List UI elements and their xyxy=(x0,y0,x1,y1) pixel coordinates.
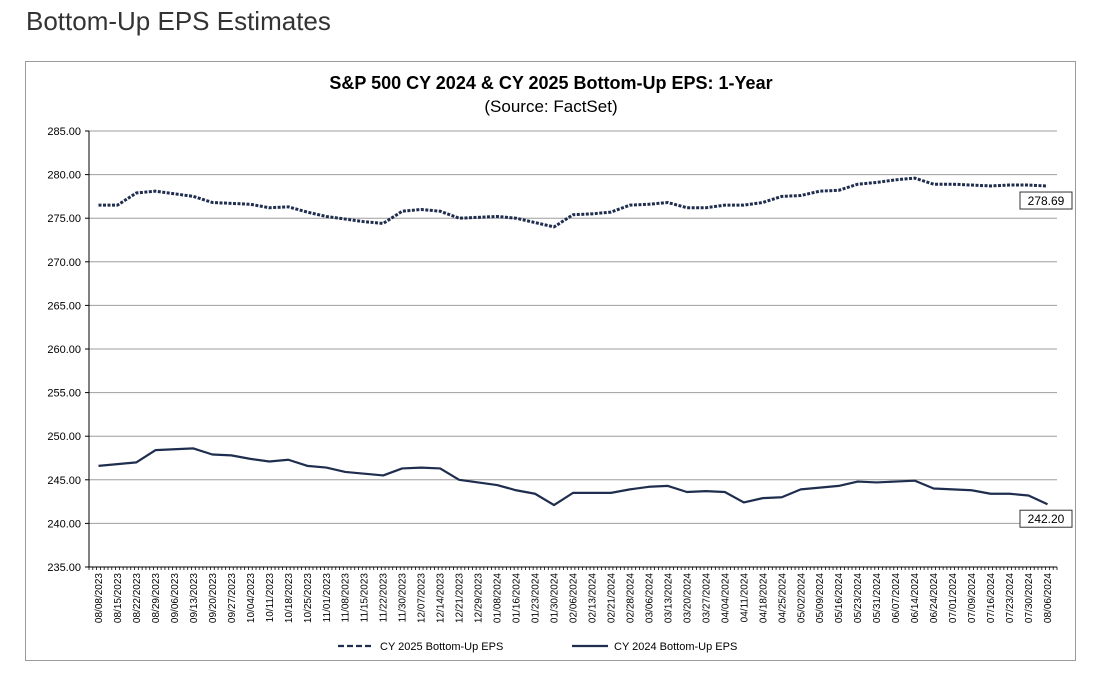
x-tick-label: 05/02/2024 xyxy=(796,573,807,623)
y-tick-label: 255.00 xyxy=(47,388,81,400)
x-tick-label: 04/25/2024 xyxy=(777,573,788,623)
x-tick-label: 03/20/2024 xyxy=(682,573,693,623)
x-tick-label: 08/15/2023 xyxy=(113,573,124,623)
chart-frame: S&P 500 CY 2024 & CY 2025 Bottom-Up EPS:… xyxy=(25,61,1076,661)
x-tick-label: 11/22/2023 xyxy=(379,573,390,623)
x-tick-label: 11/15/2023 xyxy=(360,573,371,623)
chart-title: S&P 500 CY 2024 & CY 2025 Bottom-Up EPS:… xyxy=(329,73,772,93)
x-tick-label: 01/08/2024 xyxy=(493,573,504,623)
x-tick-label: 01/30/2024 xyxy=(550,573,561,623)
x-tick-label: 11/01/2023 xyxy=(322,573,333,623)
x-axis: 08/08/2023 08/15/2023 08/22/2023 08/29/2023… xyxy=(88,566,1058,623)
x-tick-label: 03/06/2024 xyxy=(644,573,655,623)
x-tick-label: 07/09/2024 xyxy=(967,573,978,623)
x-tick-label: 02/28/2024 xyxy=(625,573,636,623)
series-layer xyxy=(98,176,1048,507)
y-tick-label: 265.00 xyxy=(47,300,81,312)
x-tick-label: 12/29/2023 xyxy=(474,573,485,623)
x-tick-label: 04/18/2024 xyxy=(758,573,769,623)
end-label-box xyxy=(1019,191,1073,210)
y-tick-label: 240.00 xyxy=(47,518,81,530)
x-tick-label: 02/13/2024 xyxy=(587,573,598,623)
series-line-cy2024 xyxy=(98,447,1048,507)
x-tick-label: 01/23/2024 xyxy=(531,573,542,623)
y-tick-label: 270.00 xyxy=(47,257,81,269)
x-tick-label: 09/27/2023 xyxy=(227,573,238,623)
y-axis: 285.00 280.00 275.00 270.00 265.00 260.00 255.… xyxy=(47,126,90,574)
x-tick-label: 12/07/2023 xyxy=(417,573,428,623)
x-tick-label: 05/16/2024 xyxy=(834,573,845,623)
x-tick-label: 07/23/2024 xyxy=(1005,573,1016,623)
x-tick-label: 10/11/2023 xyxy=(265,573,276,623)
x-tick-label: 05/31/2024 xyxy=(872,573,883,623)
x-tick-label: 10/25/2023 xyxy=(303,573,314,623)
x-tick-label: 12/21/2023 xyxy=(455,573,466,623)
x-tick-label: 07/30/2024 xyxy=(1024,573,1035,623)
eps-line-chart: S&P 500 CY 2024 & CY 2025 Bottom-Up EPS:… xyxy=(47,73,1073,653)
x-tick-label: 06/14/2024 xyxy=(910,573,921,623)
x-tick-label: 07/16/2024 xyxy=(986,573,997,623)
x-tick-label: 05/09/2024 xyxy=(815,573,826,623)
y-tick-label: 235.00 xyxy=(47,562,81,574)
x-tick-label: 03/27/2024 xyxy=(701,573,712,623)
x-tick-label: 05/23/2024 xyxy=(853,573,864,623)
x-tick-label: 08/29/2023 xyxy=(151,573,162,623)
y-tick-label: 280.00 xyxy=(47,170,81,182)
x-tick-label: 11/08/2023 xyxy=(341,573,352,623)
y-tick-label: 250.00 xyxy=(47,431,81,443)
page-heading: Bottom-Up EPS Estimates xyxy=(26,6,331,36)
x-tick-label: 07/01/2024 xyxy=(948,573,959,623)
y-tick-label: 260.00 xyxy=(47,344,81,356)
x-tick-label: 06/07/2024 xyxy=(891,573,902,623)
x-tick-label: 10/04/2023 xyxy=(246,573,257,623)
x-tick-label: 08/22/2023 xyxy=(132,573,143,623)
series-line-cy2025 xyxy=(98,176,1048,229)
chart-subtitle: (Source: FactSet) xyxy=(484,97,617,116)
end-labels: 278.69 242.20 xyxy=(1019,191,1073,528)
x-tick-label: 08/06/2024 xyxy=(1043,573,1054,623)
x-tick-label: 09/13/2023 xyxy=(189,573,200,623)
x-tick-label: 10/18/2023 xyxy=(284,573,295,623)
legend-label: CY 2024 Bottom-Up EPS xyxy=(614,641,737,653)
grid-layer xyxy=(89,130,1057,568)
x-tick-label: 02/21/2024 xyxy=(606,573,617,623)
x-tick-label: 03/13/2024 xyxy=(663,573,674,623)
x-tick-label: 11/30/2023 xyxy=(398,573,409,623)
legend: CY 2025 Bottom-Up EPS CY 2024 Bottom-Up E… xyxy=(338,641,737,653)
y-tick-label: 275.00 xyxy=(47,213,81,225)
x-tick-label: 12/14/2023 xyxy=(436,573,447,623)
x-tick-label: 04/11/2024 xyxy=(739,573,750,623)
y-tick-label: 245.00 xyxy=(47,475,81,487)
end-label: 242.20 xyxy=(1028,512,1065,526)
x-tick-label: 04/04/2024 xyxy=(720,573,731,623)
x-tick-label: 09/06/2023 xyxy=(170,573,181,623)
end-label-box xyxy=(1019,509,1073,528)
y-tick-label: 285.00 xyxy=(47,126,81,138)
x-tick-label: 02/06/2024 xyxy=(569,573,580,623)
x-tick-label: 08/08/2023 xyxy=(94,573,105,623)
x-tick-label: 09/20/2023 xyxy=(208,573,219,623)
x-tick-label: 06/24/2024 xyxy=(929,573,940,623)
end-label: 278.69 xyxy=(1028,194,1065,208)
legend-label: CY 2025 Bottom-Up EPS xyxy=(380,641,503,653)
x-tick-label: 01/16/2024 xyxy=(512,573,523,623)
